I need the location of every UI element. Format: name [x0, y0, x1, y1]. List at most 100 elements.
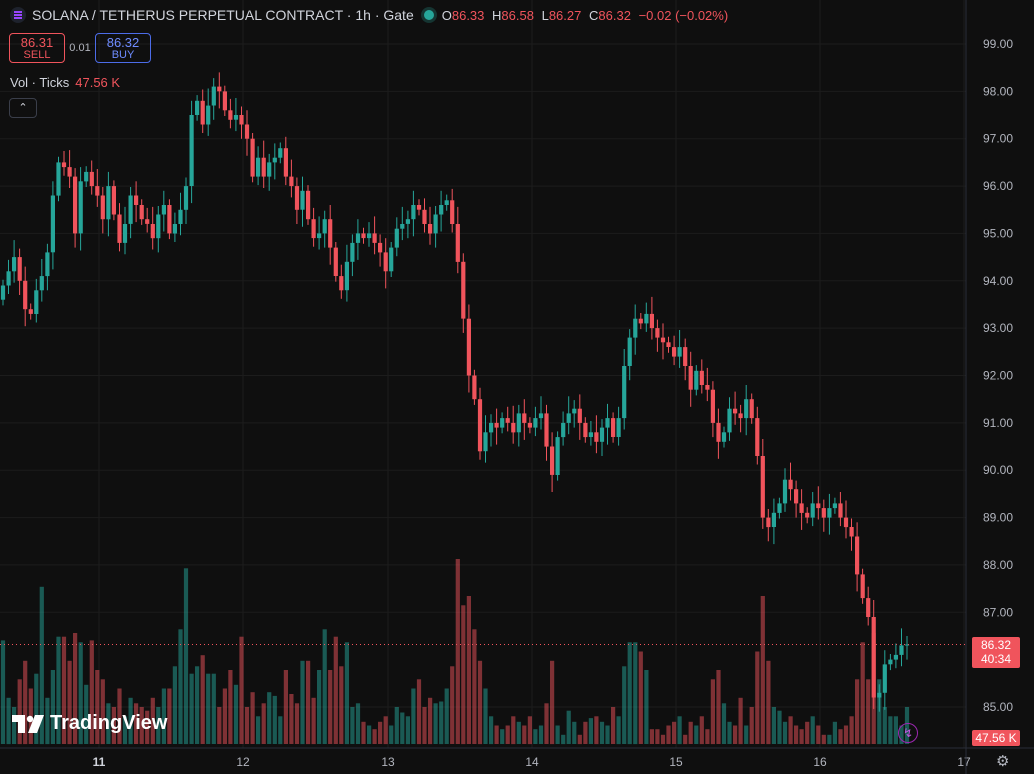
candle-body[interactable]	[494, 422, 499, 428]
candle-body[interactable]	[766, 517, 771, 528]
candle-body[interactable]	[106, 186, 111, 220]
candle-body[interactable]	[122, 224, 128, 243]
candle-body[interactable]	[389, 247, 394, 272]
candle-body[interactable]	[461, 261, 466, 319]
candle-body[interactable]	[677, 347, 682, 357]
candle-body[interactable]	[45, 252, 50, 277]
candle-body[interactable]	[755, 418, 760, 456]
candle-body[interactable]	[267, 162, 272, 177]
candle-body[interactable]	[871, 617, 876, 698]
candle-body[interactable]	[211, 86, 216, 106]
candle-body[interactable]	[272, 157, 277, 163]
candle-body[interactable]	[588, 432, 593, 437]
candle-body[interactable]	[794, 489, 799, 504]
candle-body[interactable]	[710, 389, 715, 423]
candle-body[interactable]	[477, 399, 483, 452]
candle-body[interactable]	[89, 171, 94, 187]
candle-body[interactable]	[339, 276, 344, 291]
candle-body[interactable]	[283, 148, 288, 177]
candle-body[interactable]	[500, 418, 505, 428]
candle-body[interactable]	[228, 110, 233, 120]
candle-body[interactable]	[832, 503, 837, 509]
candle-body[interactable]	[217, 86, 222, 92]
candle-body[interactable]	[694, 370, 699, 390]
candle-body[interactable]	[511, 422, 516, 433]
candle-body[interactable]	[28, 309, 33, 314]
candle-body[interactable]	[206, 105, 211, 125]
candle-body[interactable]	[683, 347, 688, 366]
candle-body[interactable]	[278, 148, 283, 158]
chevron-up-icon[interactable]: ⌃	[9, 98, 37, 118]
candle-body[interactable]	[594, 432, 599, 442]
candle-body[interactable]	[660, 337, 666, 343]
candle-body[interactable]	[816, 503, 821, 509]
candle-body[interactable]	[405, 219, 410, 224]
buy-button[interactable]: 86.32 BUY	[95, 33, 151, 63]
candle-body[interactable]	[627, 337, 632, 366]
candle-body[interactable]	[522, 413, 527, 423]
candle-body[interactable]	[821, 508, 826, 518]
candle-body[interactable]	[134, 195, 139, 206]
candle-body[interactable]	[394, 228, 399, 248]
candle-body[interactable]	[233, 115, 239, 120]
candle-body[interactable]	[733, 408, 738, 414]
candle-body[interactable]	[904, 644, 910, 646]
candle-body[interactable]	[882, 664, 887, 693]
candle-body[interactable]	[644, 313, 649, 324]
candle-body[interactable]	[799, 503, 804, 513]
candle-body[interactable]	[805, 512, 810, 518]
candle-body[interactable]	[810, 503, 815, 518]
candle-body[interactable]	[61, 162, 67, 168]
sell-button[interactable]: 86.31 SELL	[9, 33, 65, 63]
candle-body[interactable]	[167, 205, 172, 234]
candle-body[interactable]	[56, 162, 61, 196]
candle-body[interactable]	[311, 219, 316, 239]
candle-body[interactable]	[727, 408, 732, 433]
candle-body[interactable]	[300, 190, 305, 210]
candle-body[interactable]	[100, 195, 105, 220]
candle-body[interactable]	[344, 261, 349, 291]
candle-body[interactable]	[17, 257, 22, 281]
candle-body[interactable]	[84, 171, 89, 182]
candle-body[interactable]	[361, 233, 366, 239]
candle-body[interactable]	[760, 456, 765, 518]
candle-body[interactable]	[23, 280, 28, 310]
candle-body[interactable]	[422, 209, 427, 224]
candle-body[interactable]	[533, 418, 538, 428]
candle-body[interactable]	[411, 205, 416, 220]
candle-body[interactable]	[67, 167, 72, 177]
candle-body[interactable]	[866, 598, 871, 617]
candle-body[interactable]	[744, 399, 749, 419]
candle-body[interactable]	[244, 124, 250, 139]
candle-body[interactable]	[378, 242, 383, 253]
candle-body[interactable]	[555, 437, 560, 475]
candle-body[interactable]	[544, 413, 549, 447]
candle-body[interactable]	[838, 503, 843, 518]
candle-body[interactable]	[34, 290, 39, 314]
candle-body[interactable]	[156, 214, 161, 239]
candle-body[interactable]	[444, 200, 449, 205]
candle-body[interactable]	[860, 574, 865, 599]
candle-body[interactable]	[256, 157, 261, 177]
candle-body[interactable]	[289, 176, 294, 187]
candle-body[interactable]	[222, 91, 227, 111]
candle-body[interactable]	[195, 100, 200, 115]
candle-body[interactable]	[50, 195, 55, 253]
candle-body[interactable]	[782, 479, 788, 504]
candle-body[interactable]	[306, 190, 311, 220]
candle-body[interactable]	[893, 654, 898, 660]
candle-body[interactable]	[95, 186, 100, 196]
candle-body[interactable]	[355, 233, 361, 243]
candle-body[interactable]	[73, 176, 78, 234]
candle-body[interactable]	[516, 413, 521, 433]
candle-body[interactable]	[483, 432, 488, 452]
candle-body[interactable]	[505, 418, 510, 423]
candle-body[interactable]	[178, 209, 183, 224]
candle-body[interactable]	[12, 257, 17, 272]
candle-body[interactable]	[771, 512, 776, 527]
candle-body[interactable]	[383, 252, 388, 272]
candle-body[interactable]	[39, 276, 44, 291]
candle-body[interactable]	[350, 242, 355, 262]
tradingview-logo[interactable]: TradingView	[12, 712, 167, 735]
